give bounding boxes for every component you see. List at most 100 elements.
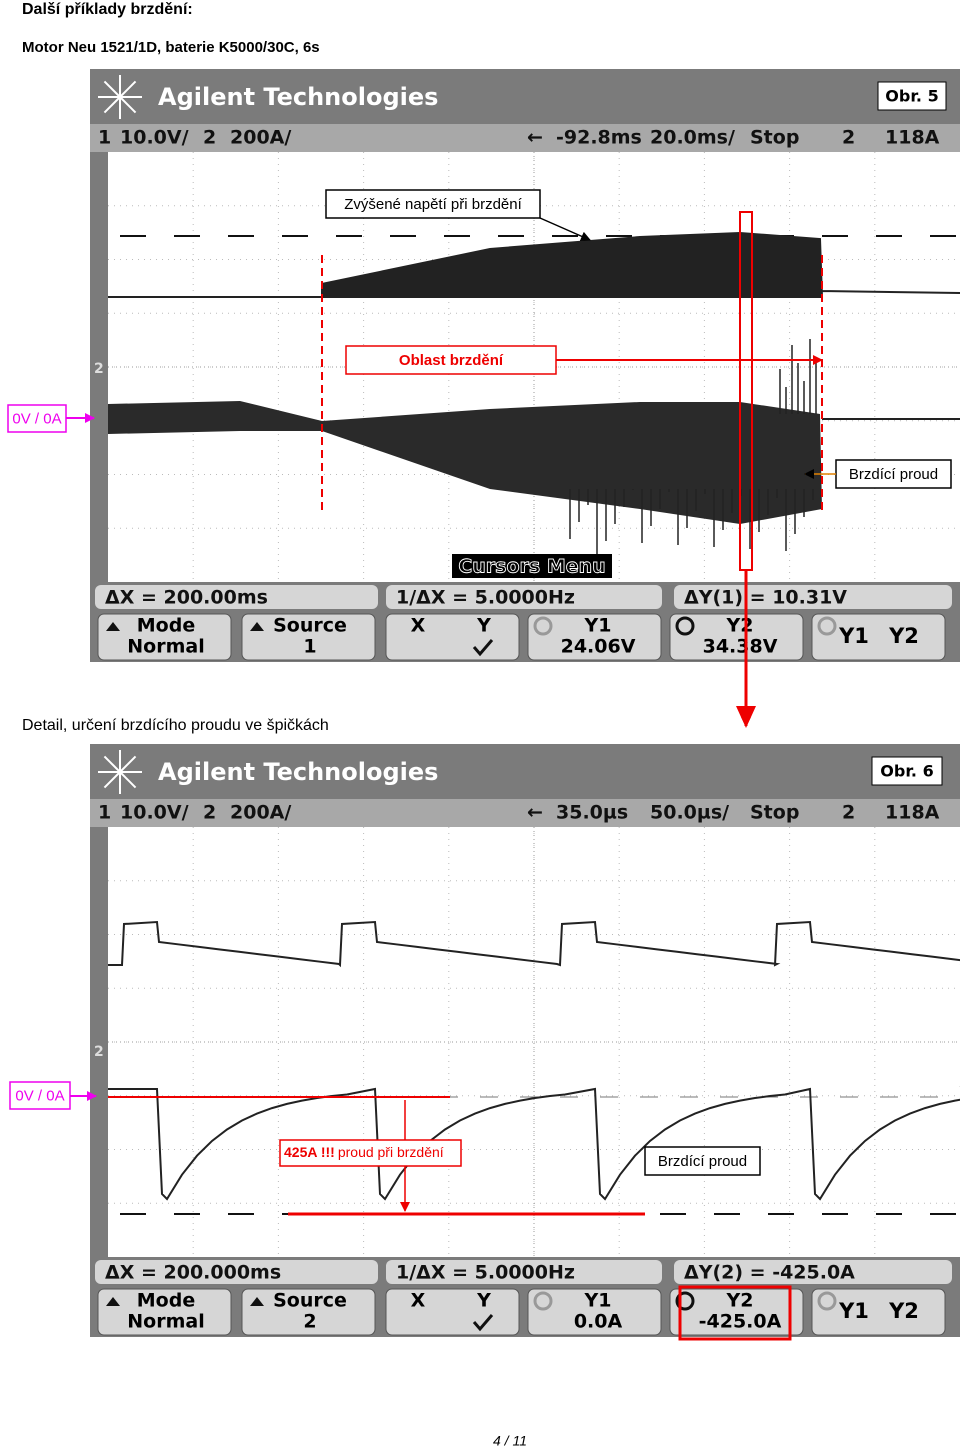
status-item: -92.8ms — [556, 127, 642, 149]
status-item: 118A — [885, 802, 940, 824]
status-item: 35.0µs — [556, 802, 628, 824]
figure-label: Obr. 6 — [880, 762, 933, 781]
logo-ray — [103, 80, 121, 98]
softkey-icon — [675, 1291, 695, 1311]
softkey-icon — [106, 1297, 120, 1306]
logo-ray — [119, 96, 137, 114]
softkey — [527, 1288, 662, 1336]
softkey-icon — [106, 622, 120, 631]
softkey-label: Y — [476, 1290, 491, 1312]
softkey-label: Mode — [137, 615, 195, 637]
status-item: Stop — [750, 802, 799, 824]
menu-title-box — [452, 554, 612, 578]
softkey — [241, 1288, 376, 1336]
zero-label-box — [7, 404, 67, 433]
softkey-label: X — [411, 1290, 426, 1312]
softkey-icon — [250, 622, 264, 631]
channel-marker: 2 — [94, 361, 104, 377]
logo-ray — [103, 755, 121, 773]
status-item: 200A/ — [230, 802, 291, 824]
zero-label: 0V / 0A — [15, 1087, 64, 1104]
brand: Agilent Technologies — [158, 83, 438, 111]
readout: ΔX = 200.00ms — [105, 587, 268, 609]
softkey-icon — [817, 616, 837, 636]
oscilloscope-screen: Agilent Technologies Obr. 6 1 10.0V/2 200A/ ←… — [90, 744, 960, 1337]
softkey — [385, 613, 520, 661]
softkey-icon — [675, 616, 695, 636]
logo-ray — [119, 771, 137, 789]
softkey — [669, 1288, 804, 1336]
softkey-label: Source — [273, 1290, 347, 1312]
annotation: Zvýšené napětí při brzdění — [344, 196, 522, 213]
status-item: 10.0V/ — [120, 802, 189, 824]
status-item: 2 — [842, 802, 855, 824]
softkey-label: Y1 — [838, 1299, 869, 1323]
status-item: 2 — [842, 127, 855, 149]
status-bar — [90, 799, 960, 827]
status-bar — [90, 124, 960, 152]
figure-label-box — [877, 81, 947, 111]
annotation-arrow — [539, 217, 591, 241]
channel-1-trace — [108, 920, 960, 968]
annotation-box — [835, 459, 952, 489]
annotation: Brzdící proud — [658, 1153, 747, 1170]
annotation-text: proud při brzdění — [338, 1144, 444, 1160]
status-item: 2 — [203, 802, 216, 824]
softkey-label: Y2 — [888, 1299, 919, 1323]
highlight-box — [678, 1285, 792, 1341]
status-item: 2 — [203, 127, 216, 149]
figure-label: Obr. 5 — [885, 87, 938, 106]
zero-label-box — [9, 1081, 71, 1110]
logo-ray — [103, 771, 121, 789]
annotation-box — [325, 189, 541, 219]
softkey-icon — [817, 1291, 837, 1311]
readout-box — [674, 1260, 952, 1284]
softkey — [97, 613, 232, 661]
logo-ray — [103, 96, 121, 114]
softkey-icon — [250, 1297, 264, 1306]
channel-1-trace — [108, 231, 960, 298]
channel-2-trace — [108, 1086, 960, 1201]
status-item: 10.0V/ — [120, 127, 189, 149]
softkey-label: Mode — [137, 1290, 195, 1312]
softkey-value: 34.38V — [703, 636, 778, 658]
status-item: Stop — [750, 127, 799, 149]
heading: Další příklady brzdění: — [22, 1, 193, 18]
channel-marker: 2 — [94, 1044, 104, 1060]
softkey-label: X — [411, 615, 426, 637]
logo-ray — [119, 755, 137, 773]
readout-box — [386, 585, 662, 609]
annotation-box — [279, 1139, 462, 1167]
softkey — [811, 1288, 946, 1336]
softkey-label: Y2 — [726, 1290, 754, 1312]
annotation: Oblast brzdění — [399, 352, 504, 369]
softkey-label: Y1 — [584, 615, 612, 637]
readout: 1/ΔX = 5.0000Hz — [396, 587, 575, 609]
softkey — [385, 1288, 520, 1336]
brand: Agilent Technologies — [158, 758, 438, 786]
readout: ΔX = 200.000ms — [105, 1262, 281, 1284]
annotation-box — [345, 345, 557, 375]
softkey-label: Y1 — [584, 1290, 612, 1312]
figure-label-box — [871, 756, 943, 786]
caption: Detail, určení brzdícího proudu ve špičk… — [22, 717, 329, 734]
readout: ΔY(2) = -425.0A — [684, 1262, 855, 1284]
check-icon — [472, 639, 494, 657]
menu-title: Cursors Menu — [458, 556, 605, 578]
softkey-label: Y1 — [838, 624, 869, 648]
page-number: 4 / 11 — [493, 1433, 527, 1449]
softkey-label: Y — [476, 615, 491, 637]
status-item: 118A — [885, 127, 940, 149]
status-item: ← — [527, 127, 543, 149]
softkey-icon — [533, 1291, 553, 1311]
readout-box — [674, 585, 952, 609]
softkey — [97, 1288, 232, 1336]
status-item: 200A/ — [230, 127, 291, 149]
softkey — [527, 613, 662, 661]
check-icon — [472, 1314, 494, 1332]
softkey-icon — [533, 616, 553, 636]
softkey-value: 0.0A — [574, 1311, 623, 1333]
softkey — [669, 613, 804, 661]
link-arrowhead — [736, 706, 756, 728]
